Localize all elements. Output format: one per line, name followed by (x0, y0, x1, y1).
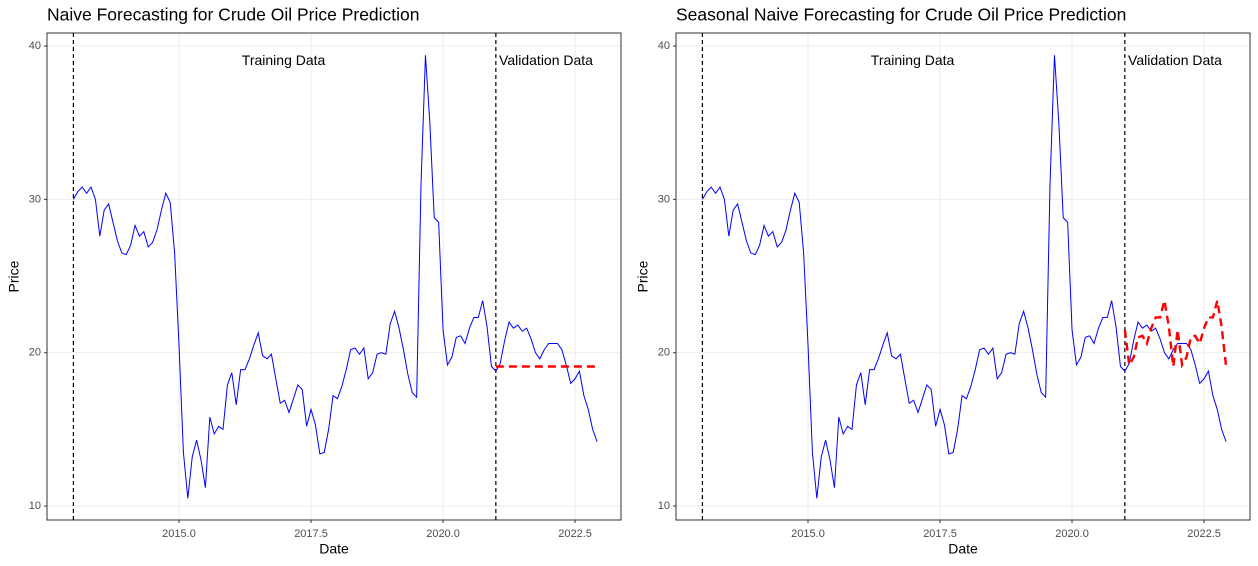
x-tick-label: 2017.5 (294, 528, 328, 540)
plot-border (675, 32, 1251, 521)
x-tick-label: 2020.0 (1055, 528, 1089, 540)
y-tick-label: 30 (29, 193, 41, 205)
y-tick-label: 20 (29, 347, 41, 359)
y-axis-title: Price (635, 260, 651, 292)
x-tick-label: 2022.5 (1187, 528, 1221, 540)
series-line (1123, 300, 1228, 369)
annotation: Validation Data (499, 52, 593, 68)
chart-title: Seasonal Naive Forecasting for Crude Oil… (676, 5, 1126, 25)
x-tick-label: 2015.0 (162, 528, 196, 540)
y-tick-label: 10 (658, 500, 670, 512)
y-axis-title: Price (6, 260, 22, 292)
y-tick-label: 40 (658, 40, 670, 52)
x-axis-title: Date (319, 541, 349, 557)
x-axis-title: Date (948, 541, 978, 557)
annotation: Validation Data (1128, 52, 1222, 68)
chart-title: Naive Forecasting for Crude Oil Price Pr… (47, 5, 420, 25)
y-tick-label: 10 (29, 500, 41, 512)
series-line (701, 55, 1227, 499)
x-tick-label: 2022.5 (558, 528, 592, 540)
y-tick-label: 40 (29, 40, 41, 52)
x-tick-label: 2015.0 (791, 528, 825, 540)
y-tick-label: 20 (658, 347, 670, 359)
x-tick-label: 2020.0 (426, 528, 460, 540)
y-tick-label: 30 (658, 193, 670, 205)
x-tick-label: 2017.5 (923, 528, 957, 540)
series-line (72, 55, 598, 499)
annotation: Training Data (871, 52, 955, 68)
plot-border (46, 32, 622, 521)
annotation: Training Data (242, 52, 326, 68)
